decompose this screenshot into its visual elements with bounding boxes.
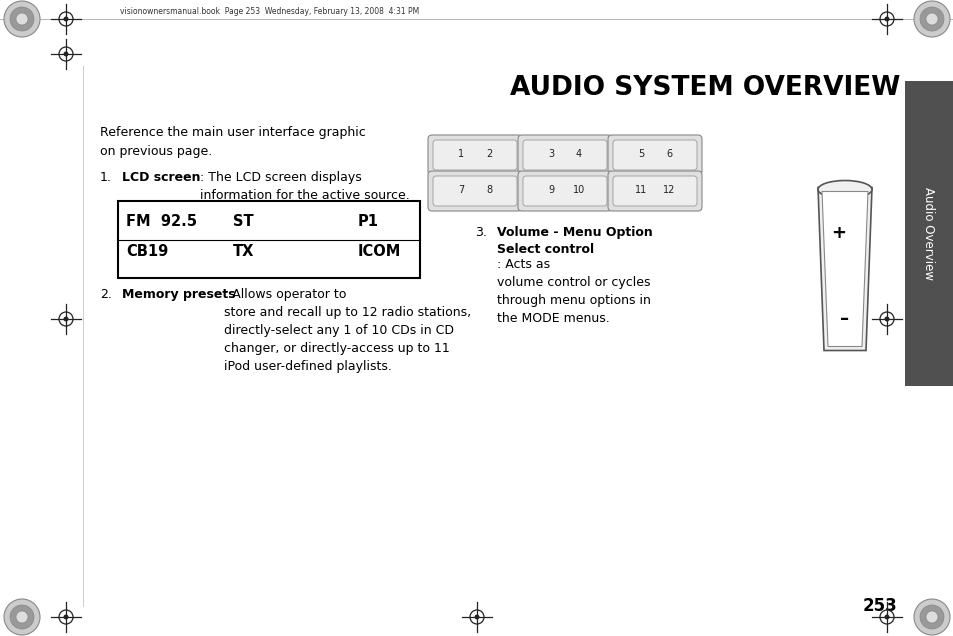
FancyBboxPatch shape bbox=[613, 140, 697, 170]
Circle shape bbox=[913, 1, 949, 37]
Text: 7: 7 bbox=[457, 185, 463, 195]
Text: ICOM: ICOM bbox=[357, 244, 401, 259]
Circle shape bbox=[10, 605, 34, 629]
Text: 9: 9 bbox=[547, 185, 554, 195]
Circle shape bbox=[879, 610, 893, 624]
FancyBboxPatch shape bbox=[517, 135, 612, 175]
Text: 1.: 1. bbox=[100, 171, 112, 184]
Ellipse shape bbox=[817, 181, 871, 198]
Circle shape bbox=[16, 611, 28, 623]
Text: 3.: 3. bbox=[475, 226, 486, 239]
Circle shape bbox=[59, 12, 73, 26]
Circle shape bbox=[919, 605, 943, 629]
Circle shape bbox=[470, 610, 483, 624]
Text: TX: TX bbox=[233, 244, 254, 259]
FancyBboxPatch shape bbox=[607, 171, 701, 211]
Text: 2: 2 bbox=[485, 149, 492, 159]
Text: 12: 12 bbox=[662, 185, 675, 195]
Text: CB19: CB19 bbox=[126, 244, 168, 259]
Circle shape bbox=[883, 317, 888, 322]
Text: 253: 253 bbox=[862, 597, 897, 615]
Text: 5: 5 bbox=[638, 149, 643, 159]
Circle shape bbox=[64, 52, 69, 57]
Text: ST: ST bbox=[233, 214, 253, 229]
Text: 8: 8 bbox=[485, 185, 492, 195]
PathPatch shape bbox=[821, 191, 867, 347]
Circle shape bbox=[883, 17, 888, 22]
FancyBboxPatch shape bbox=[522, 140, 606, 170]
Text: P1: P1 bbox=[357, 214, 378, 229]
Circle shape bbox=[879, 12, 893, 26]
Circle shape bbox=[919, 7, 943, 31]
Text: LCD screen: LCD screen bbox=[122, 171, 200, 184]
Circle shape bbox=[64, 317, 69, 322]
Text: –: – bbox=[840, 310, 849, 328]
Text: Audio Overview: Audio Overview bbox=[922, 187, 935, 280]
Text: Volume - Menu Option
Select control: Volume - Menu Option Select control bbox=[497, 226, 652, 256]
PathPatch shape bbox=[817, 188, 871, 350]
Text: visionownersmanual.book  Page 253  Wednesday, February 13, 2008  4:31 PM: visionownersmanual.book Page 253 Wednesd… bbox=[120, 8, 418, 17]
Circle shape bbox=[474, 614, 479, 619]
Text: 2.: 2. bbox=[100, 288, 112, 301]
FancyBboxPatch shape bbox=[433, 140, 517, 170]
Circle shape bbox=[913, 599, 949, 635]
Text: Memory presets: Memory presets bbox=[122, 288, 235, 301]
Circle shape bbox=[16, 13, 28, 25]
Text: 11: 11 bbox=[634, 185, 646, 195]
Circle shape bbox=[59, 610, 73, 624]
Circle shape bbox=[925, 13, 937, 25]
Text: 6: 6 bbox=[665, 149, 672, 159]
FancyBboxPatch shape bbox=[607, 135, 701, 175]
Bar bbox=[118, 201, 419, 278]
Text: Reference the main user interface graphic
on previous page.: Reference the main user interface graphi… bbox=[100, 126, 365, 158]
Circle shape bbox=[59, 47, 73, 61]
Circle shape bbox=[4, 599, 40, 635]
FancyBboxPatch shape bbox=[904, 81, 953, 386]
Circle shape bbox=[883, 614, 888, 619]
Text: 1: 1 bbox=[457, 149, 463, 159]
FancyBboxPatch shape bbox=[517, 171, 612, 211]
FancyBboxPatch shape bbox=[428, 135, 521, 175]
FancyBboxPatch shape bbox=[433, 176, 517, 206]
Circle shape bbox=[925, 611, 937, 623]
Text: FM  92.5: FM 92.5 bbox=[126, 214, 196, 229]
Circle shape bbox=[64, 17, 69, 22]
Circle shape bbox=[64, 614, 69, 619]
FancyBboxPatch shape bbox=[613, 176, 697, 206]
Circle shape bbox=[4, 1, 40, 37]
Text: 4: 4 bbox=[576, 149, 581, 159]
Text: 3: 3 bbox=[547, 149, 554, 159]
FancyBboxPatch shape bbox=[522, 176, 606, 206]
Text: : Allows operator to
store and recall up to 12 radio stations,
directly-select a: : Allows operator to store and recall up… bbox=[224, 288, 471, 373]
Circle shape bbox=[59, 312, 73, 326]
Circle shape bbox=[10, 7, 34, 31]
Text: : The LCD screen displays
information for the active source.: : The LCD screen displays information fo… bbox=[200, 171, 410, 202]
Circle shape bbox=[879, 312, 893, 326]
Text: : Acts as
volume control or cycles
through menu options in
the MODE menus.: : Acts as volume control or cycles throu… bbox=[497, 258, 650, 325]
Text: +: + bbox=[831, 224, 845, 242]
FancyBboxPatch shape bbox=[428, 171, 521, 211]
Text: 10: 10 bbox=[573, 185, 584, 195]
Text: AUDIO SYSTEM OVERVIEW: AUDIO SYSTEM OVERVIEW bbox=[509, 75, 899, 101]
